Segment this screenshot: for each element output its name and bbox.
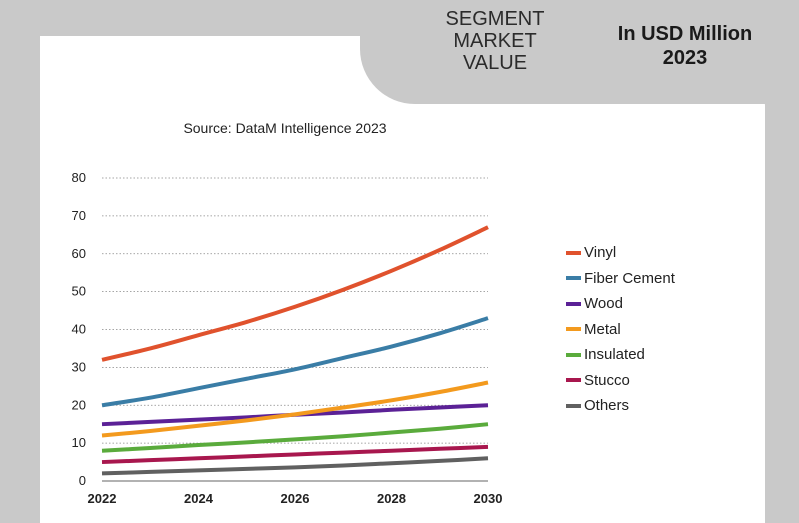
y-tick-label: 10 (72, 435, 86, 450)
chart-panel (40, 36, 765, 523)
y-tick-label: 40 (72, 322, 86, 337)
legend-item-metal: Metal (566, 317, 675, 343)
legend-label: Metal (584, 320, 621, 338)
x-tick-label: 2022 (88, 491, 117, 506)
legend-item-fiber-cement: Fiber Cement (566, 266, 675, 292)
unit-title: In USD Million 2023 (590, 22, 780, 70)
y-tick-label: 50 (72, 284, 86, 299)
y-tick-label: 70 (72, 208, 86, 223)
series-line-vinyl (101, 225, 489, 362)
x-tick-label: 2030 (474, 491, 503, 506)
series-line-metal (101, 380, 489, 438)
x-tick-label: 2024 (184, 491, 214, 506)
legend-swatch (566, 276, 581, 281)
chart-source: Source: DataM Intelligence 2023 (183, 120, 387, 136)
y-tick-label: 80 (72, 170, 86, 185)
legend-label: Stucco (584, 371, 630, 389)
legend-label: Insulated (584, 346, 645, 364)
legend-item-vinyl: Vinyl (566, 240, 675, 266)
legend-swatch (566, 352, 581, 357)
gridlines (102, 177, 488, 444)
chart-legend: Vinyl Fiber Cement Wood Metal Insulated Stucc… (566, 240, 675, 419)
y-tick-label: 30 (72, 359, 86, 374)
legend-label: Others (584, 397, 630, 415)
header-tab (360, 0, 799, 104)
legend-item-insulated: Insulated (566, 342, 675, 368)
legend-label: Wood (584, 295, 623, 313)
unit-title-line1: In USD Million (617, 23, 753, 45)
legend-swatch (566, 301, 581, 306)
legend-label: Vinyl (584, 244, 617, 262)
unit-title-line2: 2023 (662, 47, 708, 69)
legend-swatch (566, 378, 581, 383)
y-tick-label: 60 (72, 246, 86, 261)
legend-item-others: Others (566, 393, 675, 419)
legend-item-stucco: Stucco (566, 368, 675, 394)
legend-label: Fiber Cement (584, 269, 675, 287)
legend-swatch (566, 327, 581, 332)
x-tick-label: 2026 (281, 491, 310, 506)
series-lines (101, 225, 489, 476)
series-line-stucco (101, 444, 489, 465)
x-tick-label: 2028 (377, 491, 406, 506)
x-axis-ticks: 2022 2024 2026 2028 2030 (88, 491, 503, 506)
y-axis-ticks: 0 10 20 30 40 50 60 70 80 (72, 170, 86, 488)
y-tick-label: 0 (79, 473, 86, 488)
series-line-insulated (101, 422, 489, 453)
series-line-fiber-cement (101, 316, 489, 408)
legend-swatch (566, 403, 581, 408)
segment-market-value-title: SEGMENT MARKET VALUE (445, 8, 545, 74)
y-tick-label: 20 (72, 397, 86, 412)
legend-item-wood: Wood (566, 291, 675, 317)
series-line-others (101, 456, 489, 476)
legend-swatch (566, 250, 581, 255)
